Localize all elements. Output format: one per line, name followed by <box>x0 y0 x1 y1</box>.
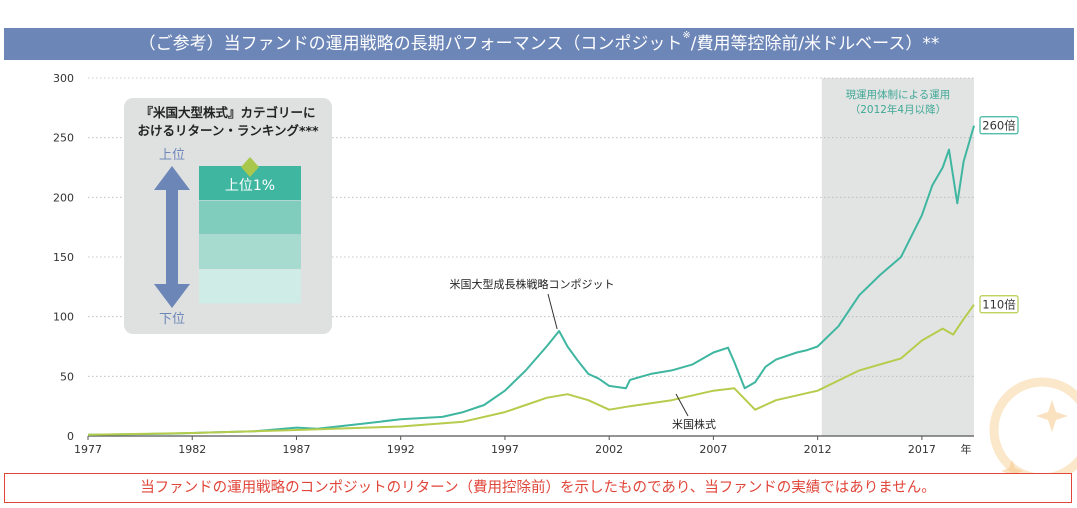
x-tick-label: 1987 <box>282 443 310 456</box>
ranking-inset-title-1: 『米国大型株式』カテゴリーに <box>140 105 315 120</box>
y-tick-label: 250 <box>53 132 74 145</box>
y-tick-label: 100 <box>53 311 74 324</box>
series-line-2 <box>87 304 975 436</box>
shaded-period-label-2: （2012年4月以降） <box>850 103 946 116</box>
x-tick-label: 2007 <box>699 443 727 456</box>
shaded-period-label-1: 現運用体制による運用 <box>846 88 951 101</box>
ranking-band-3 <box>199 235 301 269</box>
ranking-band-2 <box>199 200 301 235</box>
series-2-leader <box>675 393 689 417</box>
title-mark: ※ <box>682 30 691 41</box>
title-tail: /費用等控除前/米ドルベース）** <box>690 34 940 54</box>
y-tick-label: 200 <box>53 191 74 204</box>
y-tick-label: 300 <box>53 72 74 85</box>
series-1-name: 米国大型成長株戦略コンポジット <box>450 277 615 291</box>
chart-title-bar: （ご参考）当ファンドの運用戦略の長期パフォーマンス（コンポジット※/費用等控除前… <box>4 28 1074 60</box>
series-line-1 <box>87 125 975 436</box>
x-tick-label: 1982 <box>178 443 206 456</box>
y-tick-label: 0 <box>67 430 74 443</box>
end-label-text: 110倍 <box>982 298 1016 312</box>
title-main: （ご参考）当ファンドの運用戦略の長期パフォーマンス（コンポジット <box>138 34 683 54</box>
y-tick-label: 50 <box>60 370 74 383</box>
x-axis-unit-label: 年 <box>961 442 972 456</box>
x-tick-label: 1997 <box>491 443 519 456</box>
line-chart: 現運用体制による運用 （2012年4月以降） 0 50 100 150 200 250 300… <box>53 72 1019 456</box>
ranking-arrow-icon <box>154 166 190 308</box>
ranking-band-4 <box>199 269 301 304</box>
ranking-band-label: 上位1% <box>225 178 275 194</box>
end-label-text: 260倍 <box>982 119 1016 133</box>
end-label-box <box>979 116 1019 135</box>
ranking-top-label: 上位 <box>159 148 185 163</box>
disclaimer-note: 当ファンドの運用戦略のコンポジットのリターン（費用控除前）を示したものであり、当… <box>4 473 1072 503</box>
end-label-1: 260倍 <box>979 116 1019 135</box>
x-tick-label: 2002 <box>595 443 623 456</box>
series-1-leader <box>547 293 558 330</box>
x-tick-label: 1992 <box>387 443 415 456</box>
end-label-2: 110倍 <box>979 295 1019 314</box>
series-2-name: 米国株式 <box>672 417 716 431</box>
y-tick-label: 150 <box>53 251 74 264</box>
x-tick-label: 1977 <box>74 443 102 456</box>
ranking-inset-title-2: おけるリターン・ランキング*** <box>137 123 319 138</box>
ranking-diamond-icon <box>241 157 259 177</box>
ranking-bottom-label: 下位 <box>159 312 185 327</box>
x-tick-label: 2012 <box>804 443 832 456</box>
x-tick-label: 2017 <box>908 443 936 456</box>
end-label-box <box>979 295 1019 314</box>
